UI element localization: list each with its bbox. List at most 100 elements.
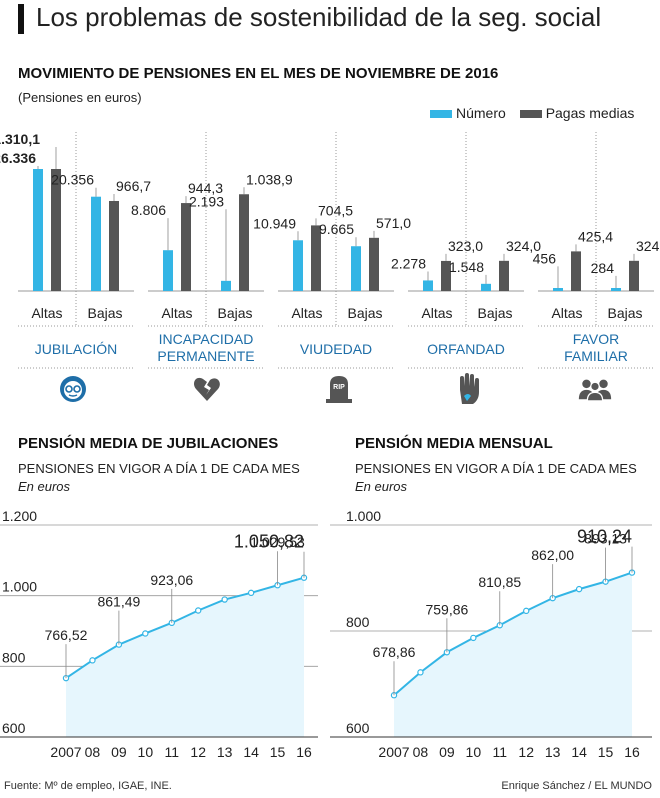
broken-heart-icon [190,372,224,406]
x-tick-label: 15 [270,744,286,760]
pagas-value-label: 944,3 [188,180,223,196]
bar-numero [423,280,433,291]
bar-chart-heading: MOVIMIENTO DE PENSIONES EN EL MES DE NOV… [18,65,499,82]
y-tick-label: 800 [346,614,370,630]
pagas-value-label: 704,5 [318,202,353,218]
data-point [195,607,202,614]
bar-chart-subtitle: (Pensiones en euros) [18,90,142,105]
numero-value-label: 8.806 [131,202,166,218]
pagas-value-label: 1.038,9 [246,171,293,187]
x-tick-label: 10 [466,744,482,760]
y-tick-label: 1.200 [2,508,37,524]
jubilaciones-chart-subtitle: PENSIONES EN VIGOR A DÍA 1 DE CADA MES [18,461,300,476]
pagas-value-label: 425,4 [578,228,613,244]
bar-pagas [239,194,249,291]
data-point [221,596,228,603]
movement-label: Altas [421,305,452,321]
numero-value-label: 456 [533,250,557,266]
numero-value-label: 284 [591,260,615,276]
data-label: 759,86 [425,601,468,617]
x-tick-label: 11 [493,744,508,760]
svg-text:RIP: RIP [333,384,345,391]
area-fill [66,577,304,737]
data-label: 1.029,53 [250,534,305,550]
bar-numero [163,250,173,291]
bar-pagas [629,260,639,291]
bar-numero [91,196,101,291]
bar-numero [221,280,231,291]
data-label: 861,49 [97,594,140,610]
legend-label-pagas: Pagas medias [545,105,635,121]
x-tick-label: 14 [243,744,259,760]
data-label: 862,00 [531,547,574,563]
category-label: INCAPACIDAD [159,331,254,347]
pension-media-jubilaciones-chart: 600 800 1.000 1.200 2007 08 09 10 11 12 13 14 15 16 76… [0,508,318,760]
category-label: FAMILIAR [564,348,628,364]
pagas-value-label: 324,1 [636,238,660,254]
mensual-chart-title: PENSIÓN MEDIA MENSUAL [355,435,553,452]
child-hand-icon [452,372,486,406]
x-tick-label: 11 [165,744,180,760]
jubilaciones-chart-title: PENSIÓN MEDIA DE JUBILACIONES [18,435,279,452]
series-line [393,571,633,696]
numero-value-label: 2.278 [391,255,426,271]
x-tick-label: 14 [571,744,587,760]
y-tick-label: 600 [2,720,26,736]
category-label: VIUDEDAD [300,341,372,357]
x-tick-label: 12 [518,744,534,760]
category-label: FAVOR [573,331,619,347]
bar-numero [351,246,361,291]
elderly-person-icon [56,372,90,406]
y-tick-label: 800 [2,649,26,665]
pension-media-mensual-chart: 600 800 1.000 2007 08 09 10 11 12 13 14 15 16 678,86 7… [330,508,652,760]
bar-pagas [311,225,321,291]
data-point [142,630,149,637]
pagas-value-label: 1.310,1 [0,131,40,147]
data-point [575,585,583,593]
x-tick-label: 09 [439,744,455,760]
legend-swatch-pagas [519,110,542,119]
x-tick-label: 13 [217,744,233,760]
bar-numero [33,169,43,291]
movement-label: Altas [291,305,322,321]
credit-note: Enrique Sánchez / EL MUNDO [501,780,652,792]
y-tick-label: 600 [346,720,370,736]
source-note: Fuente: Mº de empleo, IGAE, INE. [4,780,172,792]
x-tick-label: 08 [413,744,429,760]
x-tick-label: 2007 [378,744,409,760]
bar-pagas [441,260,451,291]
numero-value-label: 2.193 [189,193,224,209]
x-tick-label: 09 [111,744,127,760]
pension-movement-bar-chart: JUBILACIÓN Altas 26.336 1.310,1 Bajas 20.356 9… [0,131,660,369]
data-label: 810,85 [478,574,521,590]
data-label: 1.050,82 [234,532,304,552]
data-point [417,669,424,676]
pagas-value-label: 571,0 [376,215,411,231]
area-fill [394,572,632,737]
numero-value-label: 26.336 [0,150,36,166]
x-tick-label: 15 [598,744,614,760]
bar-numero [553,288,563,291]
y-tick-label: 1.000 [2,579,37,595]
movement-label: Altas [31,305,62,321]
x-tick-label: 10 [138,744,154,760]
page-title: Los problemas de sostenibilidad de la se… [36,2,602,32]
data-label: 893,13 [584,531,627,547]
bar-numero [611,288,621,291]
x-tick-label: 16 [624,744,640,760]
mensual-chart-subtitle: PENSIONES EN VIGOR A DÍA 1 DE CADA MES [355,461,637,476]
movement-label: Altas [161,305,192,321]
data-label: 678,86 [373,644,416,660]
x-tick-label: 13 [545,744,561,760]
bar-pagas [109,200,119,291]
movement-label: Bajas [607,305,642,321]
series-line [65,576,305,679]
bar-pagas [369,237,379,291]
y-tick-label: 1.000 [346,508,381,524]
bar-pagas [181,203,191,291]
x-tick-label: 2007 [50,744,81,760]
bar-pagas [499,260,509,291]
data-label: 766,52 [45,627,88,643]
numero-value-label: 1.548 [449,259,484,275]
movement-label: Bajas [87,305,122,321]
